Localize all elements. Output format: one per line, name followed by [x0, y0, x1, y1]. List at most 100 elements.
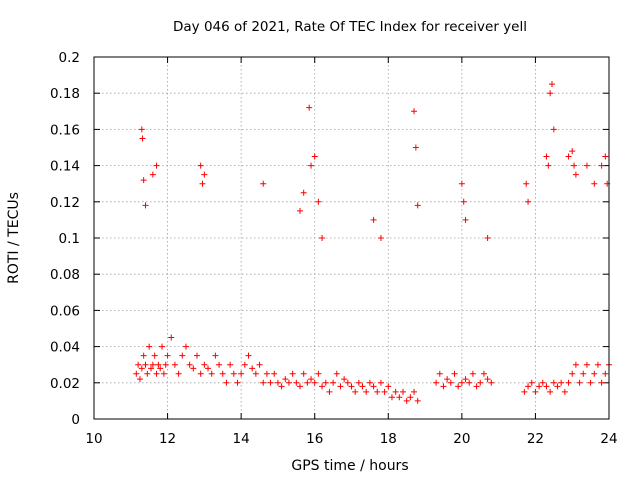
data-points — [133, 81, 612, 404]
data-point — [580, 370, 587, 377]
data-point — [319, 235, 326, 241]
data-point — [308, 162, 315, 169]
data-point — [263, 370, 270, 377]
x-tick-label: 16 — [306, 431, 323, 447]
data-point — [528, 379, 535, 386]
data-point — [153, 162, 160, 169]
data-point — [175, 370, 182, 377]
data-point — [460, 198, 467, 205]
data-point — [267, 379, 274, 386]
data-point — [377, 379, 384, 386]
data-point — [139, 135, 146, 142]
data-point — [602, 153, 609, 160]
data-point — [561, 388, 568, 395]
data-point — [576, 379, 583, 386]
data-point — [571, 162, 578, 169]
x-tick-label: 18 — [380, 431, 397, 447]
data-point — [249, 365, 256, 372]
data-point — [155, 361, 162, 368]
data-point — [285, 379, 292, 386]
data-point — [440, 383, 447, 390]
data-point — [297, 207, 303, 214]
y-axis-label: ROTI / TECUs — [6, 192, 22, 284]
data-point — [256, 361, 263, 368]
data-point — [400, 388, 406, 395]
data-point — [583, 162, 590, 169]
data-point — [407, 394, 414, 401]
data-point — [140, 177, 147, 184]
data-point — [554, 383, 561, 390]
data-point — [547, 388, 554, 395]
data-point — [523, 180, 530, 187]
y-tick-label: 0.04 — [50, 340, 80, 356]
data-point — [341, 376, 348, 383]
data-point — [197, 370, 204, 377]
data-point — [447, 379, 454, 386]
data-point — [469, 370, 476, 377]
data-point — [484, 235, 491, 241]
data-point — [344, 379, 351, 386]
data-point — [234, 379, 241, 386]
data-point — [458, 379, 465, 386]
data-point — [550, 379, 557, 386]
data-point — [363, 388, 370, 395]
data-point — [171, 361, 178, 368]
data-point — [377, 235, 384, 241]
data-point — [455, 383, 462, 390]
data-point — [157, 365, 164, 372]
data-point — [366, 379, 373, 386]
data-point — [525, 383, 532, 390]
data-point — [330, 379, 337, 386]
data-point — [133, 370, 140, 377]
data-point — [458, 180, 465, 187]
data-point — [411, 388, 418, 395]
data-point — [598, 162, 605, 169]
data-point — [142, 361, 149, 368]
data-point — [532, 388, 539, 395]
y-tick-label: 0.16 — [50, 122, 80, 138]
data-point — [315, 198, 322, 205]
data-point — [396, 394, 403, 401]
data-point — [190, 365, 197, 372]
data-point — [271, 370, 278, 377]
data-point — [149, 361, 156, 368]
data-point — [326, 388, 333, 395]
data-point — [587, 379, 594, 386]
data-point — [348, 383, 355, 390]
y-tick-label: 0.08 — [50, 267, 80, 283]
data-point — [543, 153, 550, 160]
y-tick-label: 0.2 — [59, 50, 80, 66]
data-point — [194, 352, 200, 359]
data-point — [164, 352, 171, 359]
data-point — [558, 379, 565, 386]
data-point — [319, 383, 326, 390]
y-tick-label: 0.18 — [50, 86, 80, 102]
data-point — [138, 126, 145, 133]
data-point — [306, 104, 313, 111]
data-point — [199, 180, 206, 187]
data-point — [550, 126, 557, 133]
data-point — [548, 81, 555, 88]
data-point — [521, 388, 528, 395]
data-point — [591, 370, 598, 377]
data-point — [179, 352, 186, 359]
x-tick-label: 14 — [233, 431, 250, 447]
data-point — [381, 388, 388, 395]
data-point — [322, 379, 329, 386]
data-point — [598, 379, 605, 386]
data-point — [201, 361, 208, 368]
data-point — [241, 361, 248, 368]
data-point — [392, 388, 399, 395]
data-point — [337, 383, 344, 390]
y-tick-label: 0.1 — [59, 231, 80, 247]
data-point — [602, 370, 609, 377]
data-point — [569, 370, 576, 377]
data-point — [451, 370, 458, 377]
data-point — [414, 202, 421, 209]
data-point — [583, 361, 590, 368]
data-point — [300, 189, 307, 196]
data-point — [444, 376, 451, 383]
data-point — [591, 180, 598, 187]
data-point — [149, 171, 156, 178]
